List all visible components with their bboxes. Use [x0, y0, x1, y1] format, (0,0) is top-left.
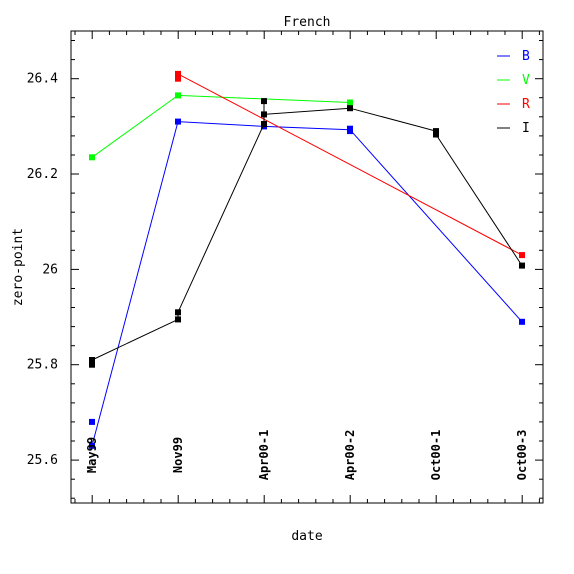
plot-frame	[70, 30, 544, 504]
data-point	[89, 154, 95, 161]
data-point	[175, 70, 181, 77]
y-tick-label: 26.2	[27, 167, 58, 182]
series-line	[91, 94, 351, 158]
y-tick-labels: 25.6 25.8 26 26.2 26.4	[27, 72, 58, 468]
series-line	[91, 101, 523, 361]
series-layer	[89, 70, 525, 449]
data-point	[519, 318, 525, 325]
data-point	[89, 442, 95, 449]
x-tick-label: Oct00-3	[515, 430, 529, 481]
x-tick-label: May99	[85, 437, 99, 473]
data-point	[175, 309, 181, 316]
data-point	[175, 75, 181, 82]
x-tick-label: Oct00-1	[429, 430, 443, 481]
data-point	[89, 361, 95, 368]
y-tick-label: 25.6	[27, 453, 58, 468]
series-R	[175, 70, 525, 259]
data-point	[433, 131, 439, 138]
x-tick-label: Apr00-2	[343, 430, 357, 481]
data-point	[519, 262, 525, 269]
data-point	[261, 121, 267, 127]
legend-label: V	[522, 73, 530, 88]
data-point	[261, 111, 267, 118]
chart-title: French	[284, 15, 331, 30]
y-axis-label: zero-point	[11, 228, 26, 306]
x-tick-label: Apr00-1	[257, 430, 271, 481]
legend-label: R	[522, 97, 530, 112]
legend-label: I	[522, 121, 530, 136]
data-point	[89, 357, 95, 363]
data-point	[261, 98, 267, 105]
y-tick-label: 26.4	[27, 72, 58, 87]
data-point	[175, 316, 181, 323]
x-tick-labels: May99 Nov99 Apr00-1 Apr00-2 Oct00-1 Oct00-3	[85, 430, 529, 481]
y-tick-label: 26	[42, 262, 58, 277]
y-tick-label: 25.8	[27, 358, 58, 373]
data-point	[347, 105, 353, 112]
series-line	[91, 121, 523, 446]
series-I	[89, 98, 525, 368]
data-point	[89, 418, 95, 425]
series-line	[177, 73, 523, 256]
x-axis-label: date	[291, 529, 322, 544]
data-point	[347, 99, 353, 106]
data-point	[175, 92, 181, 99]
legend-label: B	[522, 49, 530, 64]
series-V	[89, 92, 353, 161]
x-tick-label: Nov99	[171, 437, 185, 473]
data-point	[519, 252, 525, 259]
axis-ticks	[71, 31, 543, 503]
data-point	[433, 128, 439, 135]
data-point	[347, 128, 353, 135]
data-point	[175, 118, 181, 125]
series-B	[89, 118, 525, 449]
